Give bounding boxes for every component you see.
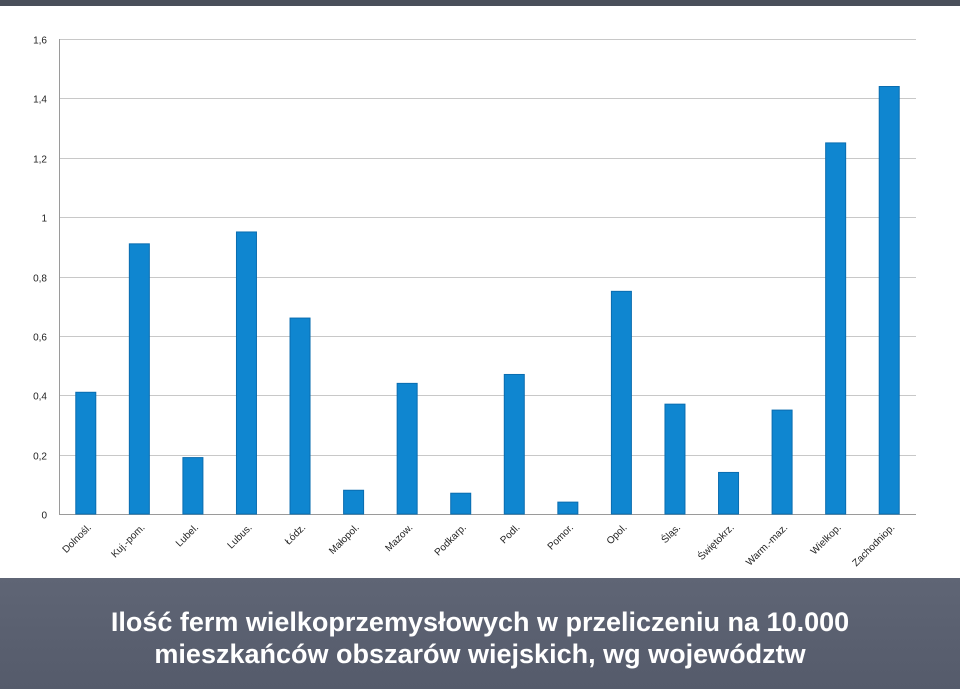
bar xyxy=(878,86,900,515)
bar xyxy=(503,373,525,515)
y-tick-label: 1,4 xyxy=(33,95,47,106)
x-tick-label: Zachodniop. xyxy=(851,522,898,569)
chart-svg: 0 0,2 0,4 0,6 0,8 1 1,2 1,4 1,6 Dolnośl. Kuj.-pom… xyxy=(33,36,916,569)
top-border-strip xyxy=(0,0,960,6)
y-tick-label: 0,6 xyxy=(33,333,47,344)
caption-line-1: Ilość ferm wielkoprzemysłowych w przelic… xyxy=(110,607,850,637)
bar xyxy=(75,391,97,515)
x-tick-label: Małopol. xyxy=(327,522,362,557)
bar xyxy=(557,501,579,515)
x-tick-label: Warm.-maz. xyxy=(744,522,790,568)
x-tick-label: Świętokrz. xyxy=(695,521,737,563)
y-tick-label: 0,8 xyxy=(33,274,47,285)
y-tick-label: 1 xyxy=(41,214,47,225)
y-tick-label: 0,4 xyxy=(33,392,47,403)
bar xyxy=(289,317,311,515)
bar-layer xyxy=(75,86,900,515)
x-tick-label: Dolnośl. xyxy=(61,522,94,555)
x-tick-label: Lubel. xyxy=(174,522,201,549)
x-tick-label: Łódz. xyxy=(283,522,308,547)
bar xyxy=(718,471,740,515)
y-tick-labels: 0 0,2 0,4 0,6 0,8 1 1,2 1,4 1,6 xyxy=(33,36,47,522)
x-tick-label: Wielkop. xyxy=(809,522,844,557)
bar xyxy=(825,142,847,515)
caption-panel: Ilość ferm wielkoprzemysłowych w przelic… xyxy=(0,578,960,689)
bar xyxy=(664,403,686,515)
grid-layer xyxy=(59,39,916,456)
bar xyxy=(450,492,472,515)
bar xyxy=(235,231,257,515)
bar xyxy=(771,409,793,515)
y-tick-label: 0,2 xyxy=(33,452,47,463)
bar xyxy=(182,457,204,515)
bar xyxy=(128,243,150,515)
x-tick-label: Opol. xyxy=(605,522,630,547)
x-tick-label: Śląs. xyxy=(658,521,683,546)
x-tick-label: Mazow. xyxy=(384,522,416,554)
x-tick-label: Lubus. xyxy=(226,522,255,551)
y-tick-label: 0 xyxy=(41,511,47,522)
bar xyxy=(396,382,418,515)
bar-chart: 0 0,2 0,4 0,6 0,8 1 1,2 1,4 1,6 Dolnośl. Kuj.-pom… xyxy=(0,6,960,578)
x-tick-label: Pomor. xyxy=(546,522,576,552)
bar xyxy=(343,489,365,515)
y-tick-label: 1,6 xyxy=(33,36,47,47)
caption-line-2: mieszkańców obszarów wiejskich, wg wojew… xyxy=(154,639,806,669)
x-tick-labels: Dolnośl. Kuj.-pom. Lubel. Lubus. Łódz. Małopo… xyxy=(61,521,898,569)
x-tick-label: Podl. xyxy=(499,522,523,546)
x-tick-label: Podkarp. xyxy=(433,522,469,558)
x-tick-label: Kuj.-pom. xyxy=(109,522,147,560)
y-tick-label: 1,2 xyxy=(33,155,47,166)
bar xyxy=(610,290,632,515)
